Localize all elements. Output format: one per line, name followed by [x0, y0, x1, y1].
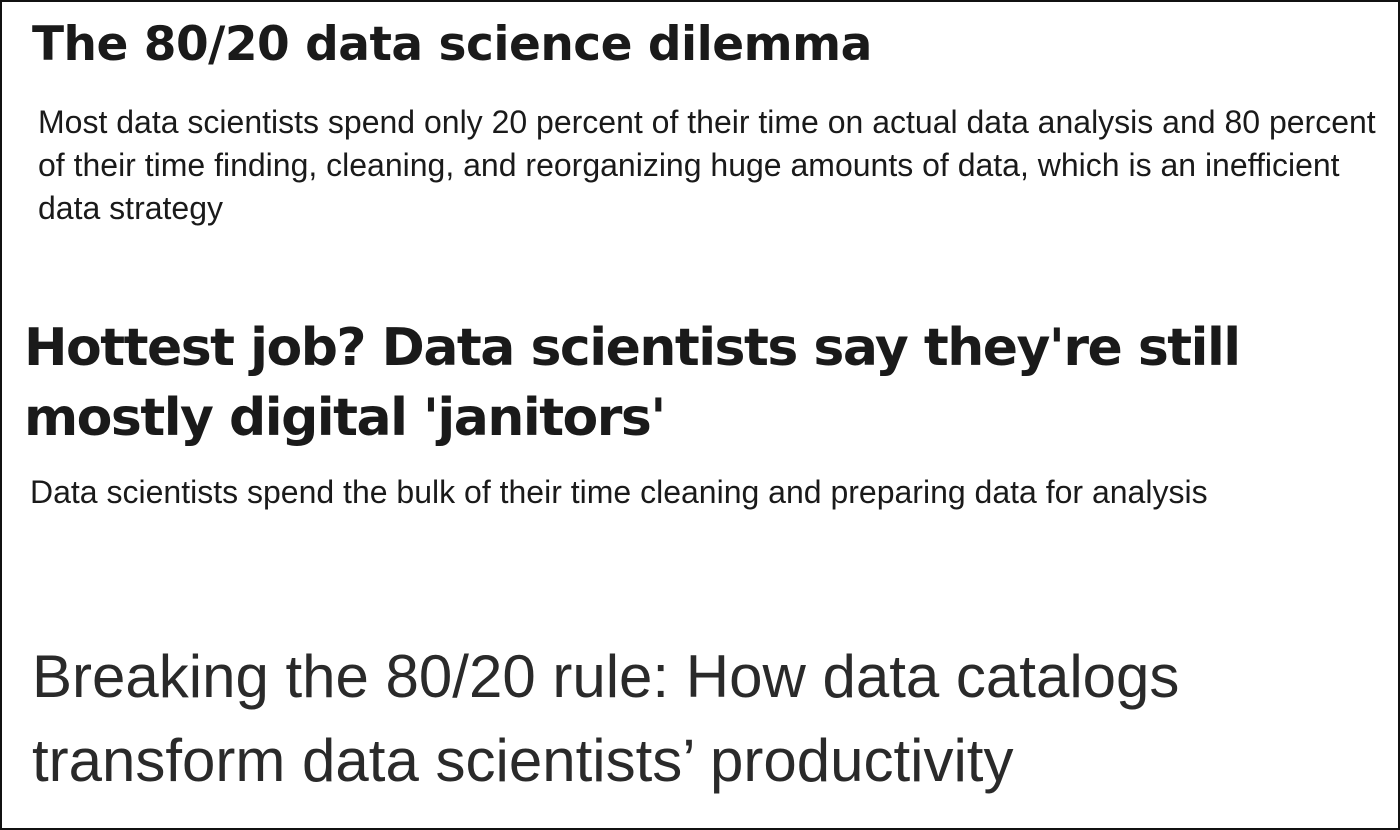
- headline-80-20-dilemma: The 80/20 data science dilemma: [32, 17, 872, 72]
- headline-digital-janitors: Hottest job? Data scientists say they're…: [24, 318, 1241, 448]
- summary-80-20-dilemma: Most data scientists spend only 20 perce…: [38, 104, 1376, 226]
- summary-digital-janitors: Data scientists spend the bulk of their …: [30, 474, 1208, 510]
- headline-breaking-80-20-rule: Breaking the 80/20 rule: How data catalo…: [32, 643, 1180, 794]
